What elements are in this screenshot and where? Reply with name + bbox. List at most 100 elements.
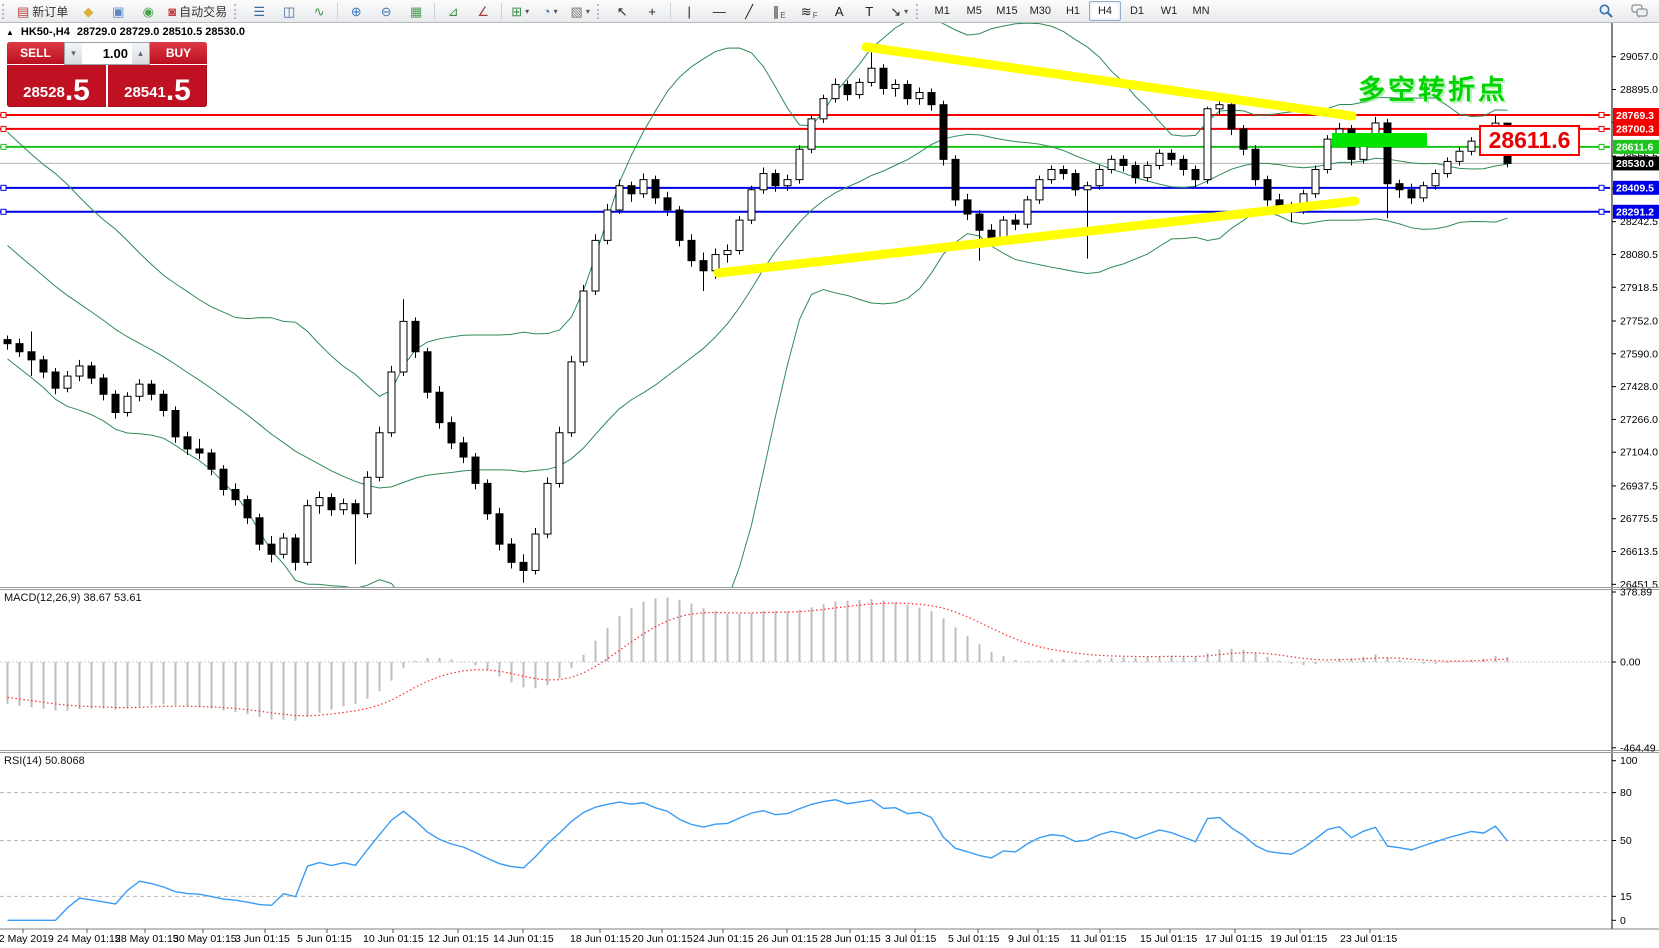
candle-body [411, 320, 420, 353]
cursor-button[interactable]: ↖ [607, 1, 637, 21]
price-chip-label: 28611.6 [1616, 142, 1654, 154]
collapse-icon[interactable]: ▲ [6, 27, 14, 37]
sound-alert-icon: ◉ [142, 3, 154, 19]
new-order-button[interactable]: ▤ 新订单 [12, 1, 73, 21]
highlight-zone[interactable] [1332, 133, 1427, 147]
line-chart-icon: ∿ [313, 3, 325, 19]
candle-body [387, 371, 396, 434]
candle-body [1059, 168, 1068, 175]
add-indicator-button[interactable]: ⊞ ▾ [505, 1, 535, 21]
cursor-icon: ↖ [616, 3, 628, 19]
buy-price[interactable]: 28541.5 [108, 65, 207, 107]
crosshair-button[interactable]: + [637, 1, 667, 21]
candle-body [627, 185, 636, 195]
candle-body [1083, 185, 1092, 191]
equidistant-channel-button[interactable]: ∥ E [764, 1, 794, 21]
metaeditor-icon: ◆ [83, 3, 94, 19]
text-button[interactable]: A [824, 1, 854, 21]
price-chip [1613, 139, 1659, 154]
time-label: 12 Jun 01:15 [428, 933, 489, 945]
macd-histogram [6, 597, 1509, 721]
horizontal-line-icon: ― [712, 3, 726, 19]
candle-body [351, 503, 360, 515]
time-label: 26 Jun 01:15 [757, 933, 818, 945]
candle-body [795, 148, 804, 181]
timeframe-button-m30[interactable]: M30 [1029, 5, 1051, 17]
candle-body [3, 339, 12, 345]
time-label: 14 Jun 01:15 [493, 933, 554, 945]
metaeditor-button[interactable]: ◆ [73, 1, 103, 21]
timeframe-button-m5[interactable]: M5 [966, 5, 982, 17]
icon-subscript: F [812, 11, 818, 20]
tile-windows-button[interactable]: ▦ [401, 1, 431, 21]
candle-body [891, 83, 900, 89]
main-pane [0, 23, 1610, 587]
sell-button[interactable]: SELL [7, 42, 64, 65]
trendline-1[interactable] [861, 42, 1357, 121]
turning-point-annotation[interactable]: 多空转折点 [1358, 75, 1508, 105]
candle-body [447, 422, 456, 444]
candle-body [687, 239, 696, 262]
bars-chart-button[interactable]: ☰ [244, 1, 274, 21]
sell-price[interactable]: 28528.5 [7, 65, 106, 107]
candle-body [375, 432, 384, 478]
symbol-title: HK50-,H4 [20, 26, 70, 38]
candles-chart-button[interactable]: ◫ [274, 1, 304, 21]
timeframe-button-m15[interactable]: M15 [996, 5, 1018, 17]
price-tick-label: 27918.5 [1620, 282, 1658, 294]
fibonacci-button[interactable]: ≋ F [794, 1, 824, 21]
candle-body [1155, 152, 1164, 166]
add-indicator-icon: ⊞ [511, 3, 523, 19]
candle-body [51, 371, 60, 389]
timeframe-button-mn[interactable]: MN [1192, 5, 1210, 17]
candle-body [1071, 173, 1080, 191]
time-label: 28 Jun 01:15 [820, 933, 881, 945]
search-icon[interactable] [1593, 1, 1619, 21]
zoom-in-button[interactable]: ⊕ [341, 1, 371, 21]
data-window-button[interactable]: ▣ [103, 1, 133, 21]
chat-icon[interactable] [1627, 1, 1653, 21]
volume-increase-button[interactable]: ▴ [132, 43, 149, 64]
text-label-button[interactable]: T [854, 1, 884, 21]
candle-body [867, 67, 876, 83]
timeframe-button-m1[interactable]: M1 [934, 5, 950, 17]
line-endpoint-marker [0, 125, 7, 132]
timeframe-button-d1[interactable]: D1 [1129, 5, 1145, 17]
sound-alert-button[interactable]: ◉ [133, 1, 163, 21]
trend-line-button[interactable]: ╱ [734, 1, 764, 21]
bollinger-upper-band [7, 23, 1508, 397]
vertical-line-button[interactable]: | [674, 1, 704, 21]
zoom-out-button[interactable]: ⊖ [371, 1, 401, 21]
volume-input[interactable] [82, 43, 132, 64]
timeframe-button-w1[interactable]: W1 [1160, 5, 1178, 17]
timeframe-button-h1[interactable]: H1 [1065, 5, 1081, 17]
auto-trading-button[interactable]: ◙ 自动交易 [163, 1, 232, 21]
horizontal-line-button[interactable]: ― [704, 1, 734, 21]
arrows-button[interactable]: ↘ ▾ [884, 1, 914, 21]
candle-body [1251, 148, 1260, 181]
time-label: 5 Jul 01:15 [948, 933, 1000, 945]
line-chart-button[interactable]: ∿ [304, 1, 334, 21]
price-chip-label: 28409.5 [1616, 183, 1654, 195]
candle-body [1191, 168, 1200, 181]
line-endpoint-marker [0, 184, 7, 191]
price-tick-label: 28242.5 [1620, 216, 1658, 228]
templates-button[interactable]: ▧ ▾ [565, 1, 595, 21]
candle-body [879, 67, 888, 89]
volume-decrease-button[interactable]: ▾ [65, 43, 82, 64]
toolbar-separator [434, 3, 436, 19]
objects-list-button[interactable]: ∠ [468, 1, 498, 21]
trendline-2[interactable] [713, 196, 1360, 278]
price-annotation-box[interactable]: 28611.6 [1479, 125, 1580, 156]
candle-body [555, 432, 564, 484]
timeframes-clock-button[interactable]: ◔ ▾ [535, 1, 565, 21]
indicators-button[interactable]: ⊿ [438, 1, 468, 21]
equidistant-channel-icon: ∥ [772, 3, 780, 19]
sell-price-frac: .5 [64, 74, 90, 107]
buy-button[interactable]: BUY [150, 42, 207, 65]
fibonacci-icon: ≋ [800, 3, 812, 19]
candle-body [735, 219, 744, 252]
timeframe-button-h4[interactable]: H4 [1089, 1, 1121, 21]
price-chip-label: 28291.2 [1616, 207, 1654, 219]
